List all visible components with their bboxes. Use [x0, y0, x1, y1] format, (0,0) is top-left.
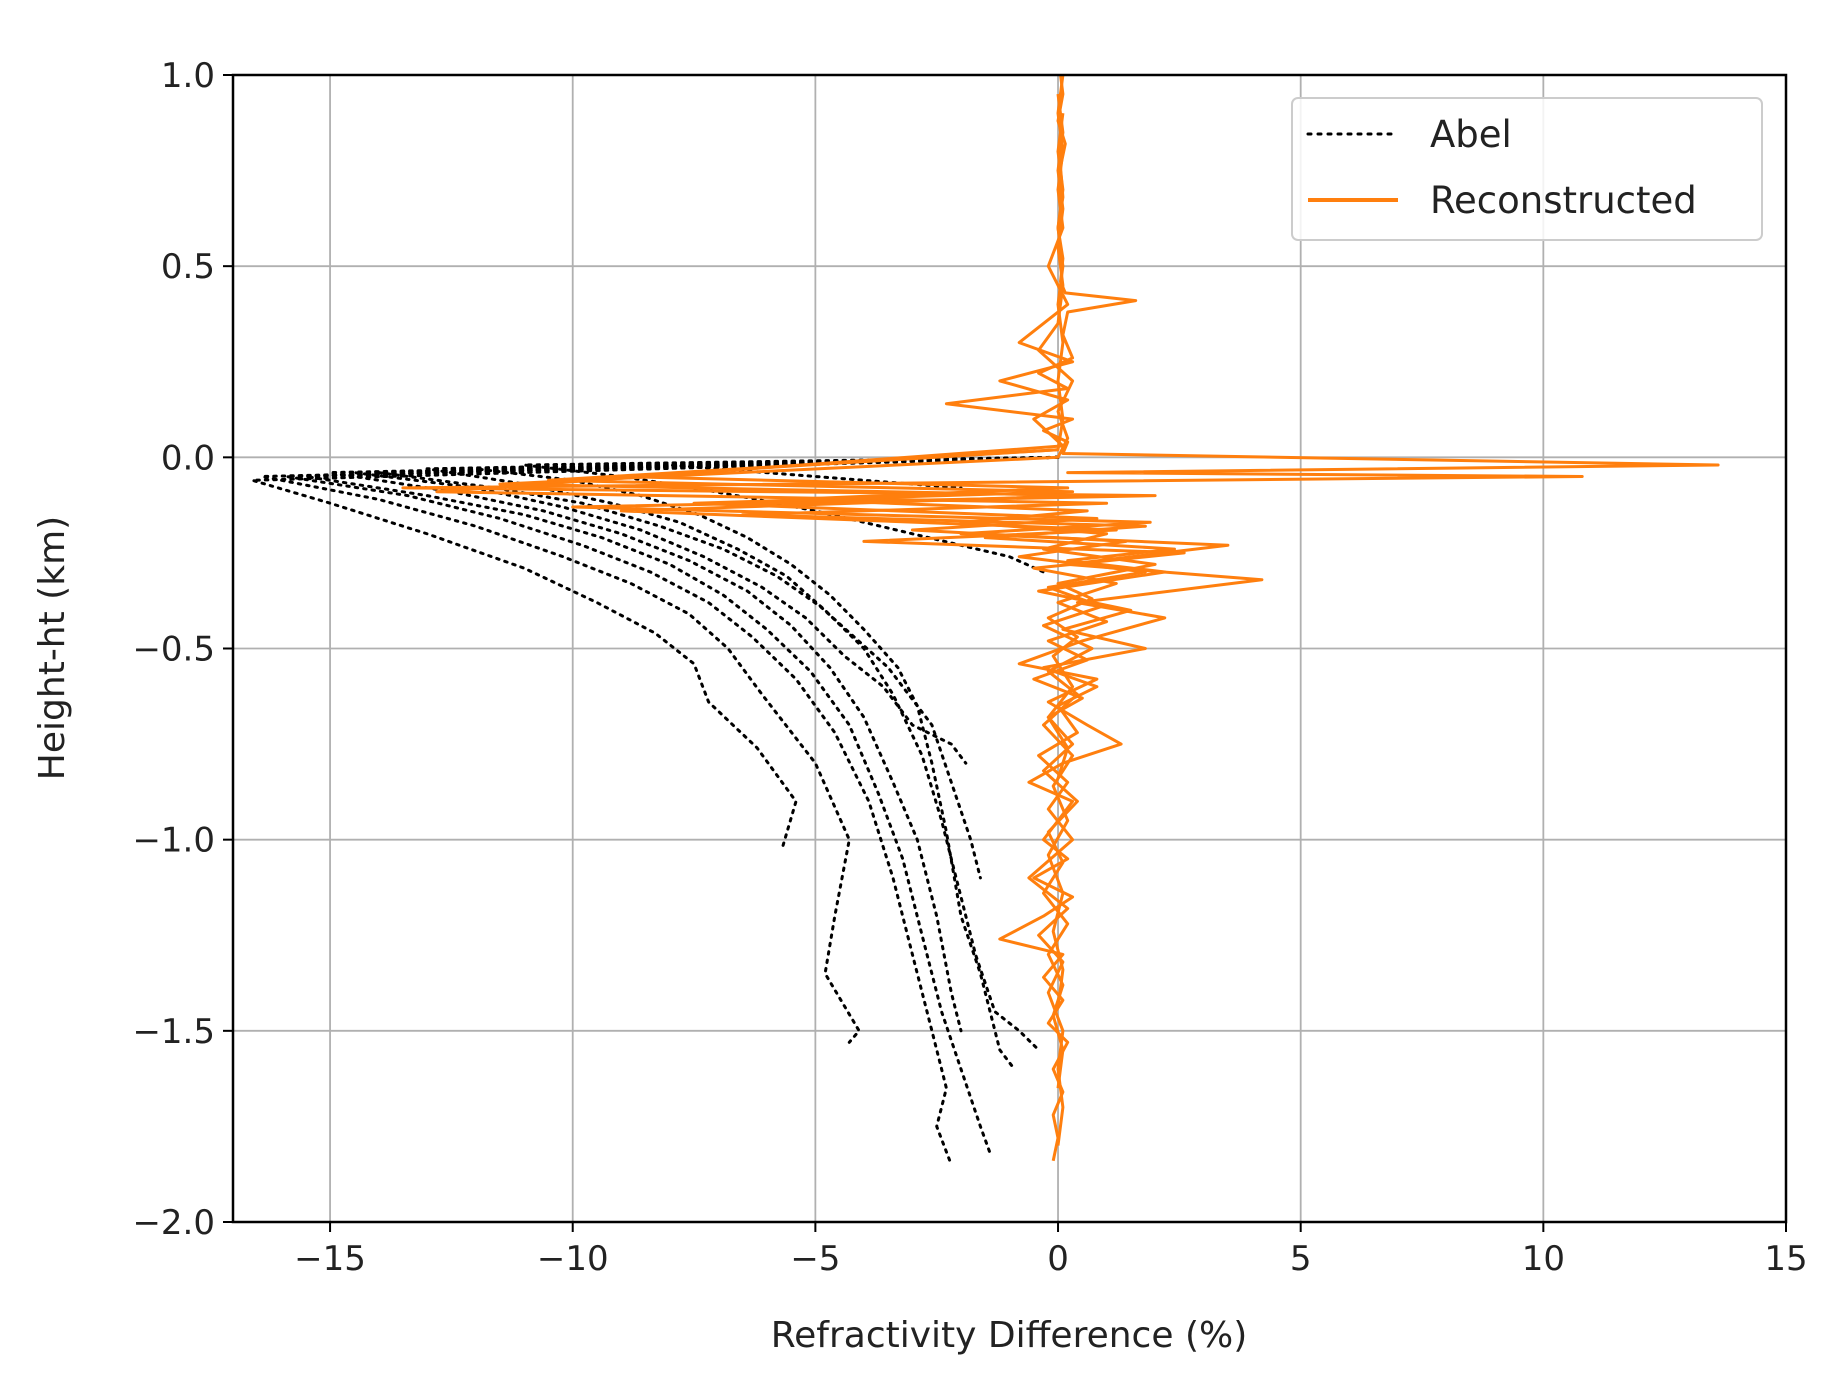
y-tick-label: −1.0	[132, 821, 215, 861]
legend: Abel Reconstructed	[1291, 97, 1763, 241]
axis-ticks: −15 −10 −5 0 5 10 15 1.0 0.5 0.0 −0.5 −1.0 −1.5 −2.0	[132, 56, 1807, 1279]
legend-box	[1291, 97, 1763, 241]
reconstructed-profile-line	[401, 74, 1720, 1162]
reconstructed-profile-line	[619, 448, 1157, 779]
y-tick-label: −2.0	[132, 1203, 215, 1243]
legend-reconstructed-label: Reconstructed	[1430, 179, 1697, 222]
x-tick-label: 15	[1764, 1239, 1807, 1279]
abel-profile-line	[522, 455, 1060, 574]
y-axis-label: Height-ht (km)	[32, 516, 73, 780]
x-tick-label: −5	[790, 1239, 840, 1279]
reconstructed-profile-line	[498, 93, 1186, 1089]
y-tick-label: 1.0	[161, 56, 215, 96]
x-tick-label: 5	[1290, 1239, 1312, 1279]
x-tick-label: −10	[537, 1239, 609, 1279]
abel-profile-line	[260, 455, 1060, 1044]
y-tick-label: 0.0	[161, 438, 215, 478]
x-tick-label: 0	[1047, 1239, 1069, 1279]
y-tick-label: −1.5	[132, 1012, 215, 1052]
y-tick-label: −0.5	[132, 630, 215, 670]
x-tick-label: 10	[1522, 1239, 1565, 1279]
abel-profile-line	[425, 455, 1060, 1052]
y-tick-label: 0.5	[161, 247, 215, 287]
abel-profile-line	[328, 455, 1060, 1033]
plot-series	[250, 74, 1720, 1167]
abel-profile-line	[474, 455, 1060, 1071]
legend-abel-label: Abel	[1430, 113, 1512, 156]
abel-profile-line	[250, 455, 1060, 853]
x-axis-label: Refractivity Difference (%)	[771, 1315, 1248, 1356]
reconstructed-profile-line	[547, 113, 1147, 1009]
abel-profile-line	[304, 455, 1060, 1155]
x-tick-label: −15	[294, 1239, 366, 1279]
